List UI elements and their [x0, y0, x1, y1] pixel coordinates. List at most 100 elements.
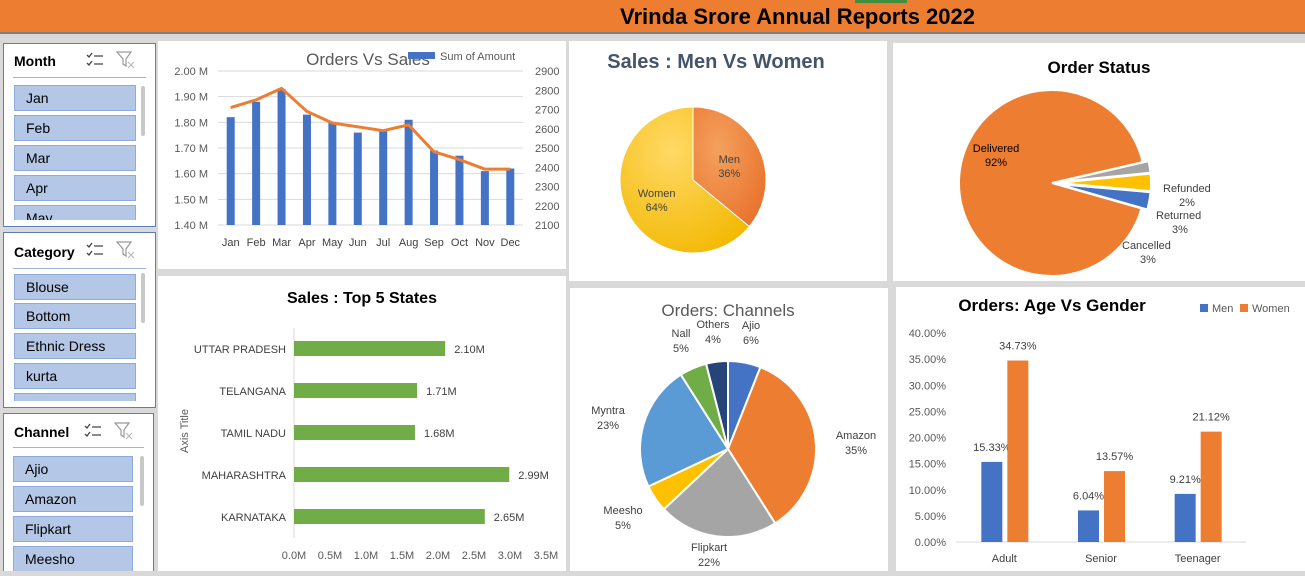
chart-title: Orders: Channels [661, 301, 794, 320]
slicer-item-ethnic-dress[interactable]: Ethnic Dress [14, 333, 136, 359]
chart-title: Order Status [1048, 58, 1151, 77]
slicer-scrollbar[interactable] [140, 456, 144, 506]
bar-teenager-women [1200, 431, 1222, 542]
slice-pct-myntra: 23% [597, 420, 619, 432]
x-tick-label: Dec [501, 237, 521, 249]
top-states-panel: Sales : Top 5 States Axis Title 0.0M 0.5M 1.… [158, 276, 566, 571]
y-left-tick-label: 1.80 M [174, 117, 208, 129]
slicer-item-meesho[interactable]: Meesho [13, 546, 133, 571]
y-right-tick-label: 2900 [535, 66, 559, 78]
clear-filter-icon[interactable] [116, 241, 136, 259]
chart-title: Sales : Top 5 States [287, 290, 437, 307]
slice-label-meesho: Meesho [603, 505, 642, 517]
men-vs-women-panel: Sales : Men Vs Women Men 36% Women 64% [569, 41, 887, 281]
y-tick-label: 15.00% [909, 459, 947, 471]
order-status-chart: Order Status Delivered 92% Refunded 2%Return… [958, 58, 1211, 278]
orders-channels-panel: Orders: Channels Ajio 6% Amazon 35% Flipkart 2… [570, 288, 888, 571]
y-tick-label: 0.00% [915, 537, 946, 549]
slicer-item-kurta[interactable]: kurta [14, 363, 136, 389]
slicer-divider [13, 268, 146, 269]
x-tick-label: Jun [349, 237, 367, 249]
x-tick-label: Sep [424, 237, 444, 249]
slicer-title: Category [14, 244, 75, 260]
orders-line [230, 86, 511, 171]
x-tick-label: 2.0M [426, 550, 450, 562]
y-right-tick-label: 2200 [535, 201, 559, 213]
legend-swatch-sum-of-amount [408, 52, 435, 59]
slicer-item-may[interactable]: May [14, 205, 136, 220]
multi-select-icon[interactable] [84, 423, 102, 439]
pie-slice-men [692, 106, 767, 228]
slicer-item-ajio[interactable]: Ajio [13, 456, 133, 482]
orders-vs-sales-panel: Orders Vs Sales Sum of Amount 2.00 M 1.90 M… [158, 41, 566, 269]
slicer-item-amazon[interactable]: Amazon [13, 486, 133, 512]
x-tick-label: Apr [298, 237, 315, 249]
clear-filter-icon[interactable] [114, 422, 134, 440]
bar-jul [379, 130, 388, 225]
top-states-chart: Sales : Top 5 States Axis Title 0.0M 0.5M 1.… [179, 290, 558, 562]
data-label-tamil-nadu: 1.68M [424, 428, 455, 440]
bar-senior-men [1078, 510, 1099, 542]
slice-label-others: Others [696, 319, 730, 331]
month-slicer[interactable]: Month Jan Feb Mar Apr May [3, 43, 156, 227]
chart-title: Orders Vs Sales [306, 50, 430, 69]
y-left-tick-label: 1.70 M [174, 143, 208, 155]
x-tick-label: 2.5M [462, 550, 486, 562]
slicer-item-feb[interactable]: Feb [14, 115, 136, 141]
slicer-scrollbar[interactable] [141, 86, 145, 136]
y-right-tick-label: 2400 [535, 162, 559, 174]
x-tick-label: 0.5M [318, 550, 342, 562]
x-tick-label: Senior [1085, 553, 1117, 565]
x-tick-label: 1.5M [390, 550, 414, 562]
slicer-scrollbar[interactable] [141, 273, 145, 323]
slicer-title: Channel [14, 424, 70, 440]
slice-label-ajio: Ajio [742, 320, 760, 332]
bar-adult-women [1007, 360, 1029, 542]
slice-label-women: Women [638, 188, 676, 200]
bar-teenager-men [1174, 493, 1196, 542]
bar-dec [506, 168, 515, 225]
x-tick-label: 1.0M [354, 550, 378, 562]
slicer-item-flipkart[interactable]: Flipkart [13, 516, 133, 542]
y-tick-label: 5.00% [915, 511, 946, 523]
multi-select-icon[interactable] [86, 242, 104, 258]
slicer-item-mar[interactable]: Mar [14, 145, 136, 171]
slice-label-delivered: Delivered [973, 143, 1019, 155]
slice-pct-meesho: 5% [615, 520, 631, 532]
slice-label-refunded: Refunded [1163, 183, 1211, 195]
pie-slice-delivered [958, 89, 1144, 278]
y-left-tick-label: 1.60 M [174, 169, 208, 181]
x-tick-label: Jan [222, 237, 240, 249]
bar-uttar-pradesh [294, 341, 446, 356]
men-vs-women-chart: Sales : Men Vs Women Men 36% Women 64% [607, 51, 825, 254]
slicer-divider [13, 77, 146, 78]
legend-label-women: Women [1252, 303, 1290, 315]
channel-slicer[interactable]: Channel Ajio Amazon Flipkart Meesho [3, 413, 154, 571]
bar-jan [226, 117, 235, 225]
x-tick-label: Jul [376, 237, 390, 249]
category-slicer[interactable]: Category Blouse Bottom Ethnic Dress kurt… [3, 232, 156, 408]
slice-label-flipkart: Flipkart [691, 542, 727, 554]
pie-slice-myntra [639, 373, 730, 488]
clear-filter-icon[interactable] [116, 51, 136, 69]
slicer-item-blouse[interactable]: Blouse [14, 274, 136, 300]
slicer-item-apr[interactable]: Apr [14, 175, 136, 201]
bar-aug [404, 119, 413, 225]
slicer-item-jan[interactable]: Jan [14, 85, 136, 111]
slice-label-nall: Nall [672, 328, 691, 340]
bar-feb [252, 101, 261, 225]
title-accent-line [855, 0, 907, 3]
slicer-item-next[interactable] [14, 393, 136, 401]
data-label-senior-men: 6.04% [1073, 490, 1104, 502]
x-tick-label: 0.0M [282, 550, 306, 562]
slicer-header: Channel [4, 414, 153, 448]
slice-pct-others: 4% [705, 334, 721, 346]
slicer-item-bottom[interactable]: Bottom [14, 303, 136, 329]
y-right-tick-label: 2100 [535, 220, 559, 232]
bar-maharashtra [294, 467, 510, 482]
multi-select-icon[interactable] [86, 52, 104, 68]
data-label-teenager-men: 9.21% [1170, 474, 1201, 486]
bar-apr [302, 114, 311, 225]
bar-adult-men [981, 461, 1003, 542]
y-tick-label: 25.00% [909, 406, 947, 418]
